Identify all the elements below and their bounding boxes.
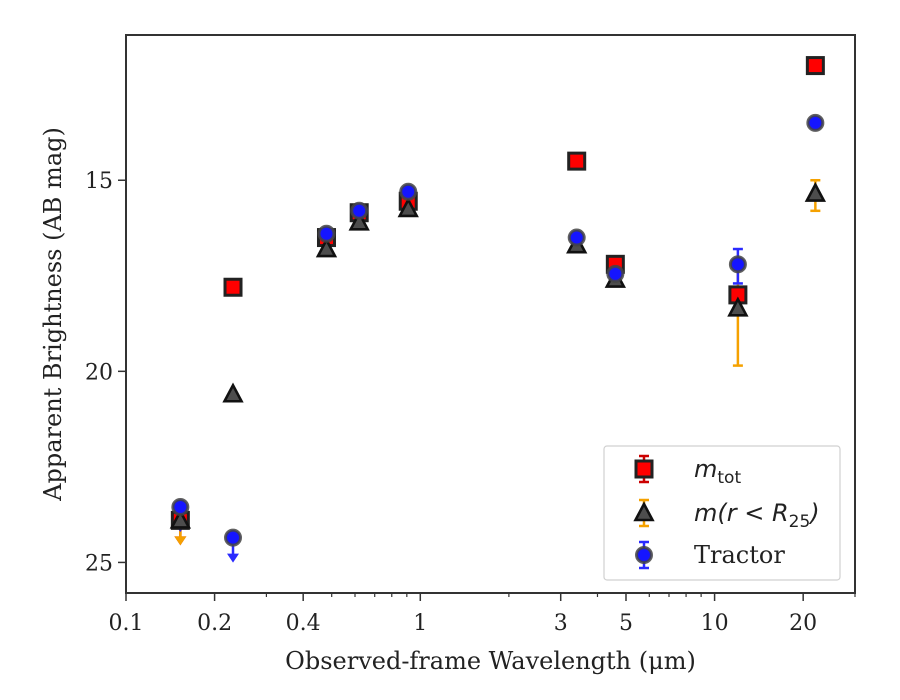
data-point-circle: [728, 255, 747, 274]
legend-entry-triangle: m(r < R25): [694, 499, 820, 532]
data-point-triangle: [804, 181, 827, 202]
data-point-triangle: [727, 296, 749, 317]
marker-layer: [169, 56, 827, 547]
data-point-triangle: [397, 197, 419, 218]
data-point-circle: [567, 228, 586, 247]
legend-subscript: tot: [717, 468, 741, 488]
data-point-circle: [806, 113, 825, 132]
data-point-triangle: [169, 508, 192, 529]
x-axis-ticks: 0.1 0.2 0.4 1 3 5 10 20: [109, 593, 856, 636]
legend-label: m: [694, 455, 717, 483]
data-point-circle: [224, 528, 243, 547]
upper-limit-arrowhead: [227, 553, 240, 563]
legend-entry-square: mtot: [694, 455, 741, 488]
legend-marker-square: [634, 459, 654, 479]
x-tick-label: 0.4: [286, 611, 321, 636]
axes: [125, 34, 856, 594]
upper-limit-arrowhead: [174, 536, 187, 546]
legend-label-tail: ): [808, 499, 819, 527]
legend-label: Tractor: [694, 541, 785, 569]
data-point-triangle: [315, 237, 338, 258]
x-tick-label: 20: [789, 611, 817, 636]
data-point-square: [567, 151, 587, 171]
data-point-circle: [350, 201, 369, 220]
legend-box: [603, 445, 841, 581]
legend-entry-circle: Tractor: [694, 541, 785, 569]
y-tick-label: 20: [85, 360, 113, 385]
plot-frame: [125, 34, 856, 594]
data-point-square: [805, 56, 825, 76]
x-tick-label: 0.2: [197, 611, 232, 636]
data-point-circle: [606, 264, 625, 283]
legend-subscript: 25: [789, 512, 811, 532]
data-point-triangle: [222, 382, 244, 403]
x-tick-label: 3: [554, 611, 568, 636]
y-tick-label: 15: [85, 169, 113, 194]
legend-marker-triangle: [633, 501, 655, 522]
data-point-triangle: [348, 210, 370, 231]
data-point-square: [223, 277, 243, 297]
y-axis-ticks: 15 20 25: [85, 169, 126, 576]
x-tick-label: 1: [413, 611, 427, 636]
legend: mtot m(r < R25) Tractor: [603, 445, 841, 581]
data-point-circle: [171, 498, 190, 517]
y-axis-title: Apparent Brightness (AB mag): [39, 127, 67, 502]
data-point-circle: [399, 182, 418, 201]
legend-marker-circle: [635, 546, 653, 564]
x-tick-label: 10: [701, 611, 729, 636]
legend-label: m(r < R: [694, 499, 789, 527]
x-tick-label: 0.1: [109, 611, 144, 636]
x-axis-title: Observed-frame Wavelength (μm): [285, 647, 696, 675]
x-tick-label: 5: [619, 611, 633, 636]
data-point-circle: [317, 224, 336, 243]
y-tick-label: 25: [85, 551, 113, 576]
